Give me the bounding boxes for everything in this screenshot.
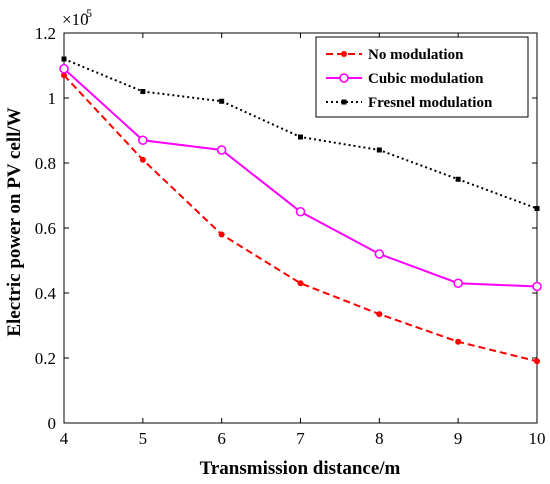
legend-marker xyxy=(339,73,349,83)
series-line xyxy=(63,74,538,363)
y-tick-label: 0 xyxy=(48,414,57,433)
series-cubic-modulation xyxy=(59,63,542,292)
data-point xyxy=(534,358,540,365)
x-tick-label: 5 xyxy=(139,429,148,448)
y-scale-power: -5 xyxy=(82,6,92,20)
y-scale-exponent: ×10 -5 xyxy=(62,6,92,29)
series-fresnel-modulation xyxy=(61,56,540,211)
legend: No modulation Cubic modulation Fresnel mod… xyxy=(315,36,529,118)
y-tick-label: 0.6 xyxy=(35,219,56,238)
y-tick-label: 0.8 xyxy=(35,154,56,173)
legend-label: Cubic modulation xyxy=(368,71,484,87)
series-no-modulation xyxy=(61,72,540,365)
legend-label: No modulation xyxy=(368,47,464,63)
y-tick-label: 1 xyxy=(48,89,57,108)
series-layer xyxy=(59,56,542,365)
data-point xyxy=(219,98,225,104)
data-point xyxy=(374,249,385,259)
data-point xyxy=(139,156,146,163)
data-point xyxy=(61,72,67,79)
data-point xyxy=(295,206,306,217)
legend-marker xyxy=(341,99,347,105)
legend-entry: Fresnel modulation xyxy=(326,95,493,111)
x-tick-label: 8 xyxy=(375,429,384,448)
data-point xyxy=(138,135,148,146)
x-tick-label: 6 xyxy=(217,429,226,448)
x-tick-label: 9 xyxy=(454,429,463,448)
data-point xyxy=(140,89,146,94)
legend-marker xyxy=(341,51,347,57)
data-point xyxy=(455,338,462,345)
data-point xyxy=(298,134,303,140)
data-point xyxy=(453,278,463,289)
y-tick-label: 0.4 xyxy=(35,284,57,303)
x-tick-label: 7 xyxy=(296,429,305,448)
x-axis-label: Transmission distance/m xyxy=(200,458,401,479)
data-point xyxy=(218,231,225,238)
data-point xyxy=(216,145,227,155)
data-point xyxy=(534,206,540,211)
data-point xyxy=(59,63,69,74)
legend-entry: Cubic modulation xyxy=(326,71,484,87)
x-tick-label: 4 xyxy=(60,429,69,448)
x-tick-label: 10 xyxy=(529,429,546,448)
data-point xyxy=(376,311,383,318)
y-tick-label: 1.2 xyxy=(35,24,56,43)
data-point xyxy=(61,56,67,62)
data-point xyxy=(455,176,461,182)
data-point xyxy=(532,281,542,292)
y-axis-label: Electric power on PV cell/W xyxy=(4,107,25,336)
y-tick-label: 0.2 xyxy=(35,349,56,368)
legend-entry: No modulation xyxy=(326,47,464,63)
data-point xyxy=(376,147,382,153)
y-scale-base: ×10 xyxy=(62,10,89,29)
legend-label: Fresnel modulation xyxy=(368,95,493,111)
data-point xyxy=(297,280,304,287)
